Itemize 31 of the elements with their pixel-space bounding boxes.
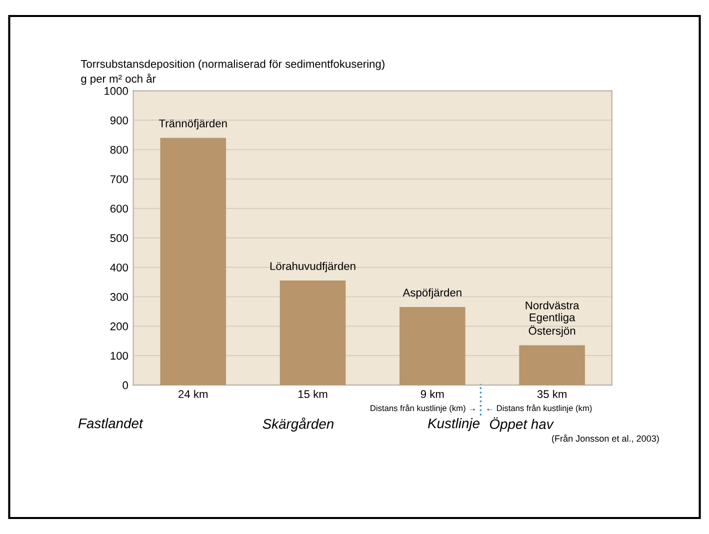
x-tick-label: 35 km (537, 390, 566, 398)
text: (Från Jonsson et al., 2003) (552, 434, 659, 444)
y-tick-label: 400 (110, 264, 128, 272)
y-tick-label: 300 (110, 293, 128, 301)
annotation: Lörahuvudfjärden (270, 262, 356, 272)
y-tick-label: 1000 (104, 87, 128, 95)
y-tick-label: 500 (110, 234, 128, 242)
y-tick-label: 700 (110, 175, 128, 184)
annotation: Aspöfjärden (402, 288, 462, 299)
bar (280, 280, 346, 386)
annotation: Trännöfjärden (158, 119, 227, 130)
text: Öppet hav (490, 417, 554, 432)
y-axis-title: Torrsubstansdeposition (normaliserad för sedimentfokusering) g per m² och år (80, 60, 384, 85)
text: ← Distans från kustlinje (km) (487, 404, 592, 413)
y-tick-label: 200 (110, 322, 128, 330)
y-tick-label: 600 (110, 204, 128, 213)
y-tick-label: 0 (122, 381, 128, 390)
x-tick-label: 15 km (298, 390, 328, 398)
x-tick-label: 24 km (178, 390, 208, 398)
annotation: Nordvästra Egentliga Östersjön (526, 301, 580, 337)
text: Fastlandet (78, 418, 144, 428)
bar (519, 345, 585, 386)
text: Distans från kustlinje (km) → (370, 404, 475, 413)
y-tick-label: 100 (110, 352, 128, 360)
y-tick-label: 800 (110, 146, 128, 154)
text: Skärgården (262, 417, 334, 432)
bar (160, 138, 226, 386)
text: Kustlinje (428, 418, 480, 432)
bar (400, 307, 466, 386)
x-tick-label: 9 km (420, 390, 444, 398)
y-tick-label: 900 (110, 116, 128, 124)
